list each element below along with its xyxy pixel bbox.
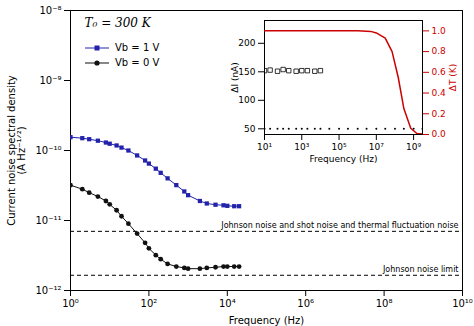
svg-text:50: 50: [244, 124, 256, 134]
svg-text:10¹: 10¹: [257, 142, 272, 152]
svg-text:Frequency (Hz): Frequency (Hz): [310, 154, 378, 164]
svg-text:150: 150: [238, 67, 255, 77]
svg-text:10⁻¹²: 10⁻¹²: [35, 285, 61, 296]
svg-text:10⁻⁸: 10⁻⁸: [39, 5, 61, 16]
svg-text:Current noise spectral density: Current noise spectral density(A Hz⁻¹ᐟ²): [6, 75, 27, 226]
svg-text:10⁻¹¹: 10⁻¹¹: [35, 215, 61, 226]
svg-text:10³: 10³: [294, 142, 309, 152]
svg-text:10⁻¹⁰: 10⁻¹⁰: [35, 145, 61, 156]
html-text:Vb = 1 V: Vb = 1 V: [115, 42, 160, 53]
html-text:Vb = 0 V: Vb = 0 V: [115, 57, 160, 68]
svg-text:0.6: 0.6: [432, 67, 447, 77]
svg-text:10⁷: 10⁷: [369, 142, 384, 152]
svg-text:10⁶: 10⁶: [297, 298, 314, 309]
svg-text:0.2: 0.2: [432, 109, 446, 119]
svg-text:10⁴: 10⁴: [219, 298, 236, 309]
svg-text:200: 200: [238, 38, 255, 48]
svg-text:T₀ = 300 K: T₀ = 300 K: [85, 16, 152, 30]
svg-text:10¹⁰: 10¹⁰: [452, 298, 473, 309]
svg-text:0.8: 0.8: [432, 46, 447, 56]
svg-text:ΔT (K): ΔT (K): [448, 64, 458, 91]
svg-text:10⁵: 10⁵: [332, 142, 347, 152]
svg-text:0.4: 0.4: [432, 88, 447, 98]
svg-text:Johnson noise limit: Johnson noise limit: [382, 265, 459, 274]
svg-text:1.0: 1.0: [432, 26, 447, 36]
svg-text:10⁹: 10⁹: [406, 142, 421, 152]
svg-text:Johnson noise and shot noise a: Johnson noise and shot noise and thermal…: [220, 221, 458, 230]
svg-text:10⁸: 10⁸: [376, 298, 393, 309]
svg-text:0.0: 0.0: [432, 129, 447, 139]
svg-text:10²: 10²: [141, 298, 158, 309]
svg-text:ΔI (nA): ΔI (nA): [230, 62, 240, 93]
svg-text:Frequency (Hz): Frequency (Hz): [229, 315, 305, 326]
svg-text:100: 100: [238, 95, 255, 105]
svg-text:10⁻⁹: 10⁻⁹: [39, 75, 61, 86]
svg-text:10⁰: 10⁰: [62, 298, 79, 309]
